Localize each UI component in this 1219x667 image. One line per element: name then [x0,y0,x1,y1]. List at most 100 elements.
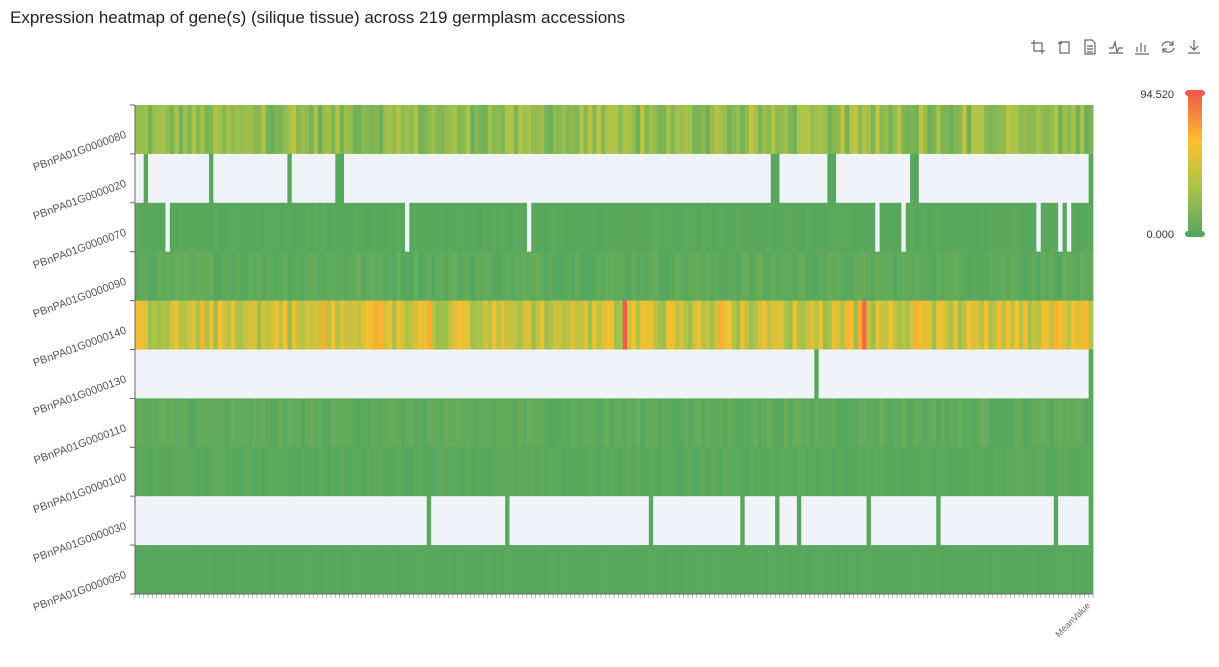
heatmap-cell[interactable] [265,447,271,497]
heatmap-cell[interactable] [953,300,959,350]
heatmap-cell[interactable] [191,202,197,252]
heatmap-cell[interactable] [766,202,772,252]
heatmap-cell[interactable] [195,105,201,155]
heatmap-cell[interactable] [683,447,689,497]
heatmap-cell[interactable] [361,398,367,448]
heatmap-cell[interactable] [1027,105,1033,155]
heatmap-cell[interactable] [653,251,658,301]
heatmap-cell[interactable] [535,545,541,595]
heatmap-cell[interactable] [971,202,976,252]
heatmap-cell[interactable] [365,398,371,448]
heatmap-cell[interactable] [840,202,846,252]
heatmap-cell[interactable] [975,496,981,546]
heatmap-cell[interactable] [1010,447,1016,497]
heatmap-cell[interactable] [1053,398,1059,448]
heatmap-cell[interactable] [836,447,841,497]
heatmap-cell[interactable] [479,300,484,350]
heatmap-cell[interactable] [579,349,584,399]
heatmap-cell[interactable] [487,202,493,252]
heatmap-cell[interactable] [958,105,963,155]
heatmap-cell[interactable] [805,202,811,252]
heatmap-cell[interactable] [531,300,537,350]
heatmap-cell[interactable] [465,105,471,155]
heatmap-cell[interactable] [535,496,541,546]
heatmap-cell[interactable] [365,349,371,399]
heatmap-cell[interactable] [953,398,959,448]
heatmap-cell[interactable] [857,349,863,399]
heatmap-cell[interactable] [309,496,314,546]
heatmap-cell[interactable] [779,105,785,155]
heatmap-cell[interactable] [335,202,341,252]
heatmap-cell[interactable] [378,349,384,399]
heatmap-cell[interactable] [731,105,737,155]
heatmap-cell[interactable] [235,300,240,350]
heatmap-cell[interactable] [1084,153,1090,204]
heatmap-cell[interactable] [239,202,245,252]
heatmap-cell[interactable] [1014,202,1020,252]
heatmap-cell[interactable] [209,398,214,448]
heatmap-cell[interactable] [174,496,179,546]
heatmap-cell[interactable] [988,251,994,301]
heatmap-cell[interactable] [605,545,611,595]
heatmap-cell[interactable] [452,545,458,595]
heatmap-cell[interactable] [278,545,284,595]
heatmap-cell[interactable] [435,105,441,155]
heatmap-cell[interactable] [396,545,402,595]
heatmap-cell[interactable] [566,545,571,595]
heatmap-cell[interactable] [348,545,354,595]
heatmap-cell[interactable] [857,251,863,301]
heatmap-cell[interactable] [518,251,523,301]
heatmap-cell[interactable] [222,398,227,448]
heatmap-cell[interactable] [688,398,693,448]
heatmap-cell[interactable] [709,202,715,252]
heatmap-cell[interactable] [661,447,667,497]
heatmap-cell[interactable] [979,447,985,497]
heatmap-cell[interactable] [971,447,976,497]
heatmap-cell[interactable] [474,300,480,350]
heatmap-cell[interactable] [522,545,528,595]
heatmap-cell[interactable] [1045,153,1050,204]
heatmap-cell[interactable] [296,105,301,155]
heatmap-cell[interactable] [944,202,950,252]
heatmap-cell[interactable] [496,251,502,301]
heatmap-cell[interactable] [801,545,806,595]
heatmap-cell[interactable] [892,398,898,448]
heatmap-cell[interactable] [135,300,140,350]
heatmap-cell[interactable] [740,496,746,546]
heatmap-cell[interactable] [1053,300,1059,350]
heatmap-cell[interactable] [857,105,863,155]
heatmap-cell[interactable] [648,398,654,448]
heatmap-cell[interactable] [187,496,192,546]
heatmap-cell[interactable] [344,251,349,301]
heatmap-cell[interactable] [618,349,624,399]
heatmap-cell[interactable] [992,496,998,546]
heatmap-cell[interactable] [452,251,458,301]
heatmap-cell[interactable] [936,545,941,595]
heatmap-cell[interactable] [287,300,293,350]
heatmap-cell[interactable] [487,398,493,448]
heatmap-cell[interactable] [618,251,624,301]
heatmap-cell[interactable] [470,105,476,155]
heatmap-cell[interactable] [418,447,423,497]
heatmap-cell[interactable] [283,545,288,595]
heatmap-cell[interactable] [178,153,184,204]
heatmap-cell[interactable] [683,153,689,204]
heatmap-cell[interactable] [688,349,693,399]
heatmap-cell[interactable] [674,496,680,546]
heatmap-cell[interactable] [370,447,375,497]
heatmap-cell[interactable] [561,398,567,448]
heatmap-cell[interactable] [923,496,928,546]
heatmap-cell[interactable] [139,105,145,155]
heatmap-cell[interactable] [857,545,863,595]
heatmap-cell[interactable] [1001,202,1007,252]
heatmap-cell[interactable] [566,251,571,301]
heatmap-cell[interactable] [953,153,959,204]
heatmap-cell[interactable] [592,251,597,301]
heatmap-cell[interactable] [1036,545,1042,595]
heatmap-cell[interactable] [1005,545,1011,595]
heatmap-cell[interactable] [509,349,515,399]
heatmap-cell[interactable] [243,447,249,497]
heatmap-cell[interactable] [296,545,301,595]
heatmap-cell[interactable] [426,251,432,301]
heatmap-cell[interactable] [174,398,179,448]
